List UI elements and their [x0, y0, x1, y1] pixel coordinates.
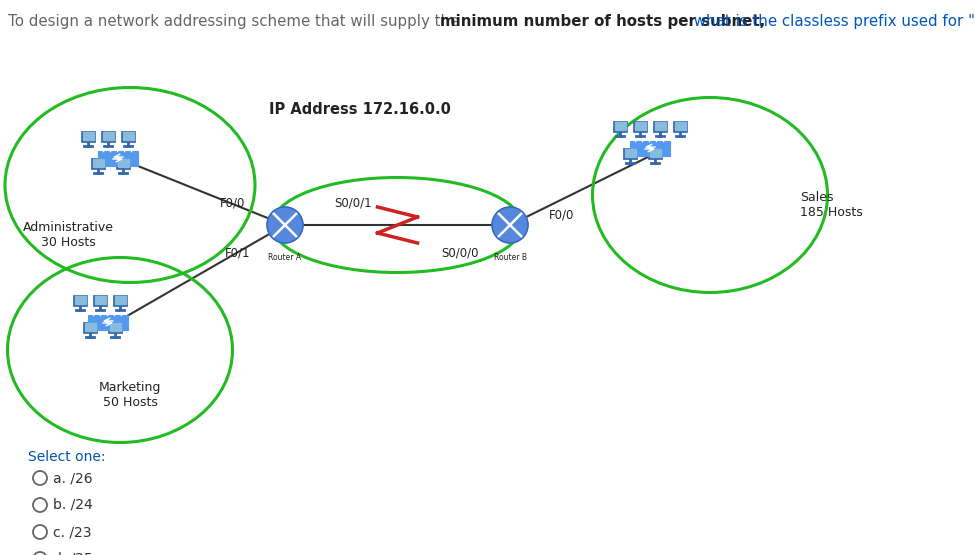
- Bar: [73, 295, 87, 305]
- Bar: [123, 132, 134, 140]
- Text: b. /24: b. /24: [53, 498, 93, 512]
- Text: IP Address 172.16.0.0: IP Address 172.16.0.0: [269, 103, 450, 118]
- Text: Router A: Router A: [268, 253, 301, 262]
- Bar: [623, 148, 637, 159]
- Text: Sales
185 Hosts: Sales 185 Hosts: [800, 191, 863, 219]
- Text: a. /26: a. /26: [53, 471, 93, 485]
- Bar: [673, 120, 687, 132]
- Bar: [116, 158, 130, 169]
- Bar: [614, 122, 626, 130]
- Bar: [81, 130, 95, 142]
- Text: Select one:: Select one:: [28, 450, 105, 464]
- Bar: [113, 295, 127, 305]
- Text: minimum number of hosts per subnet,: minimum number of hosts per subnet,: [440, 14, 765, 29]
- Bar: [109, 323, 121, 331]
- Text: F0/0: F0/0: [549, 209, 574, 221]
- Bar: [675, 122, 685, 130]
- Text: d. /25: d. /25: [53, 552, 93, 555]
- Text: c. /23: c. /23: [53, 525, 92, 539]
- Bar: [83, 321, 97, 332]
- Text: S0/0/0: S0/0/0: [442, 246, 479, 260]
- Bar: [648, 148, 662, 159]
- Bar: [114, 296, 126, 304]
- Circle shape: [492, 207, 528, 243]
- Bar: [635, 122, 645, 130]
- Text: Administrative
30 Hosts: Administrative 30 Hosts: [22, 221, 113, 249]
- Bar: [102, 132, 113, 140]
- Bar: [83, 132, 94, 140]
- Bar: [613, 120, 627, 132]
- Bar: [95, 296, 105, 304]
- Bar: [654, 122, 666, 130]
- Bar: [74, 296, 86, 304]
- Circle shape: [267, 207, 303, 243]
- Bar: [653, 120, 667, 132]
- Text: F0/1: F0/1: [225, 246, 251, 260]
- Bar: [630, 140, 670, 155]
- Bar: [625, 149, 636, 157]
- Bar: [121, 130, 135, 142]
- Bar: [633, 120, 647, 132]
- Bar: [88, 315, 128, 330]
- Bar: [91, 158, 105, 169]
- Bar: [93, 159, 103, 167]
- Text: S0/0/1: S0/0/1: [334, 196, 371, 209]
- Bar: [118, 159, 129, 167]
- Text: To design a network addressing scheme that will supply the: To design a network addressing scheme th…: [8, 14, 464, 29]
- Text: what is the classless prefix used for "Sales"?: what is the classless prefix used for "S…: [689, 14, 975, 29]
- Bar: [85, 323, 96, 331]
- Text: F0/0: F0/0: [220, 196, 246, 209]
- Bar: [649, 149, 660, 157]
- Bar: [98, 150, 138, 165]
- Bar: [101, 130, 115, 142]
- Bar: [108, 321, 122, 332]
- Text: Marketing
50 Hosts: Marketing 50 Hosts: [98, 381, 161, 409]
- Text: Router B: Router B: [493, 253, 526, 262]
- Bar: [93, 295, 107, 305]
